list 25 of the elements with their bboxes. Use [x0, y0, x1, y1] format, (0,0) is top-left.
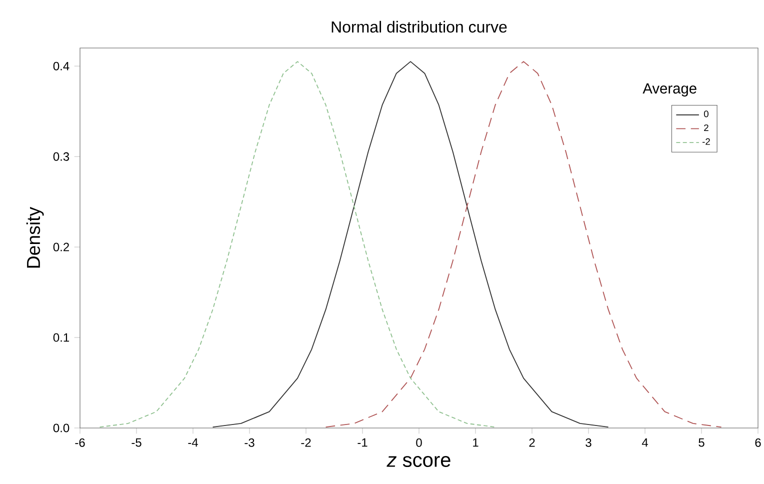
x-tick-label: 4: [642, 438, 648, 447]
chart-title: Normal distribution curve: [332, 20, 507, 33]
legend-label: 2: [704, 124, 708, 131]
legend-label: -2: [702, 138, 710, 145]
x-tick-label: 6: [755, 438, 761, 447]
legend-label: 0: [704, 110, 708, 118]
x-tick-label: -2: [301, 438, 311, 447]
x-tick-label: 2: [529, 438, 535, 447]
x-axis-title: z score: [386, 456, 450, 467]
y-tick-label: 0.4: [53, 62, 70, 70]
x-tick-label: -5: [132, 438, 142, 447]
x-tick-label: -1: [358, 438, 368, 447]
y-tick-label: 0.0: [53, 424, 70, 432]
x-tick-label: -4: [188, 438, 198, 447]
x-tick-label: 1: [473, 438, 478, 447]
x-tick-label: 5: [698, 438, 704, 447]
y-tick-label: 0.1: [53, 333, 70, 342]
x-tick-label: 0: [416, 438, 422, 447]
y-tick-label: 0.2: [53, 242, 69, 252]
x-tick-label: -3: [244, 438, 254, 447]
legend-title: Average: [642, 83, 696, 96]
x-tick-label: -6: [75, 438, 85, 447]
y-axis-title: Density: [26, 206, 44, 268]
y-tick-label: 0.3: [53, 152, 70, 161]
x-tick-label: 3: [586, 438, 592, 447]
